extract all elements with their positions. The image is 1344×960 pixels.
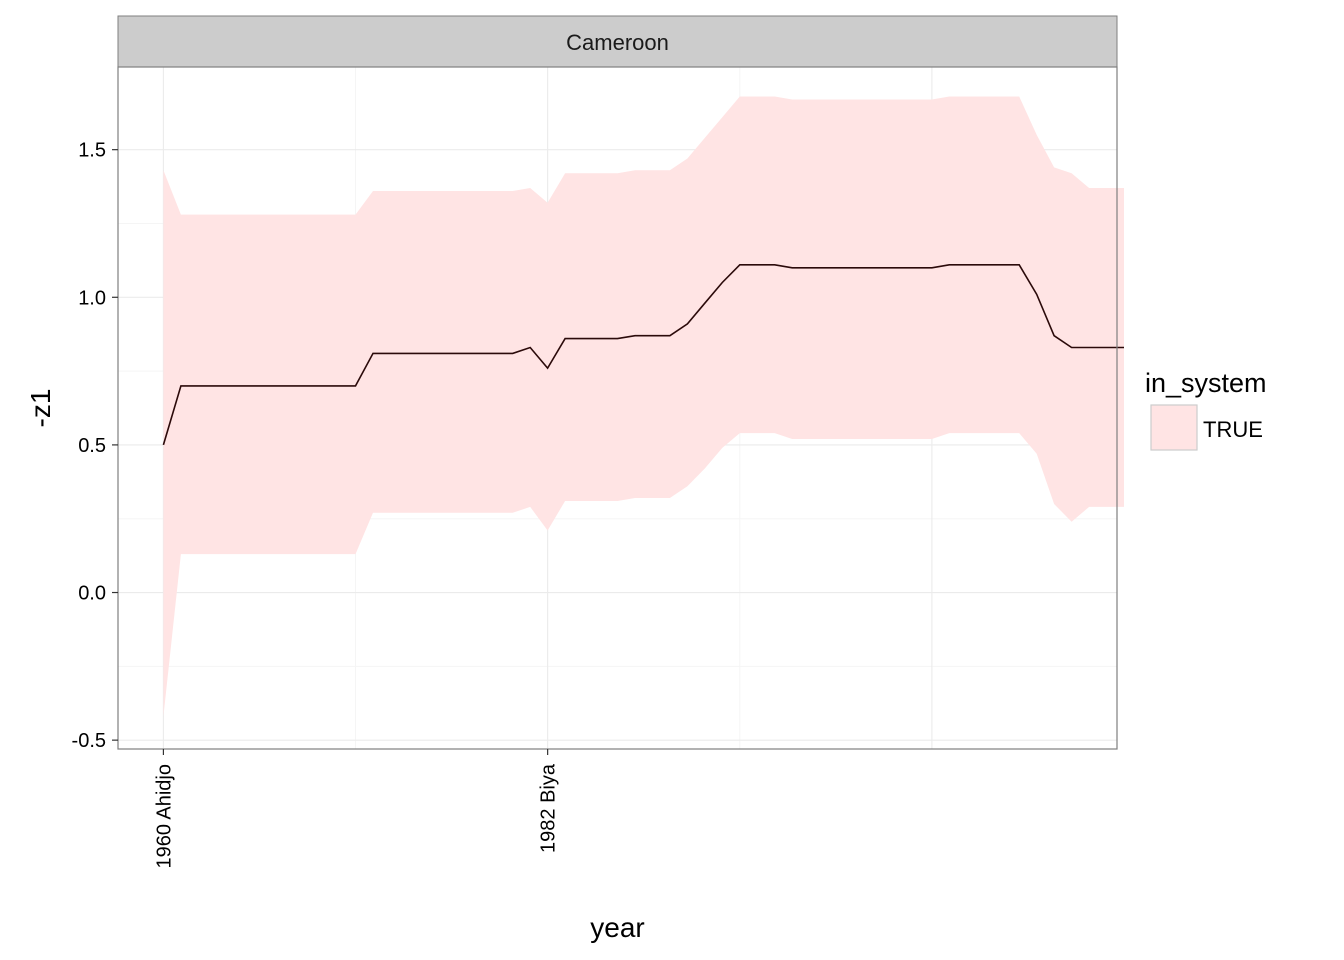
confidence-ribbon-group (163, 96, 1124, 717)
y-axis: -0.5 0.0 0.5 1.0 1.5 (72, 140, 118, 752)
y-tick-label: 1.5 (78, 140, 106, 162)
y-axis-title: -z1 (25, 389, 56, 428)
legend-title: in_system (1145, 368, 1267, 398)
facet-strip (117, 15, 1118, 68)
legend-key-true (1150, 404, 1198, 451)
panel-border (117, 66, 1118, 750)
y-tick-label: 0.0 (78, 583, 106, 605)
y-tick-label: -0.5 (72, 730, 106, 752)
x-tick-label: 1960 Ahidjo (153, 764, 175, 869)
confidence-ribbon (163, 96, 1124, 717)
y-tick-label: 0.5 (78, 435, 106, 457)
legend-label-true: TRUE (1203, 417, 1263, 442)
series-line (162, 263, 1124, 446)
series-line-group (162, 263, 1124, 446)
x-tick-label: 1982 Biya (538, 763, 560, 853)
facet-strip-label: Cameroon (566, 30, 669, 55)
x-axis: 1960 Ahidjo 1982 Biya (153, 749, 560, 869)
y-tick-label: 1.0 (78, 287, 106, 309)
x-axis-title: year (590, 912, 644, 943)
